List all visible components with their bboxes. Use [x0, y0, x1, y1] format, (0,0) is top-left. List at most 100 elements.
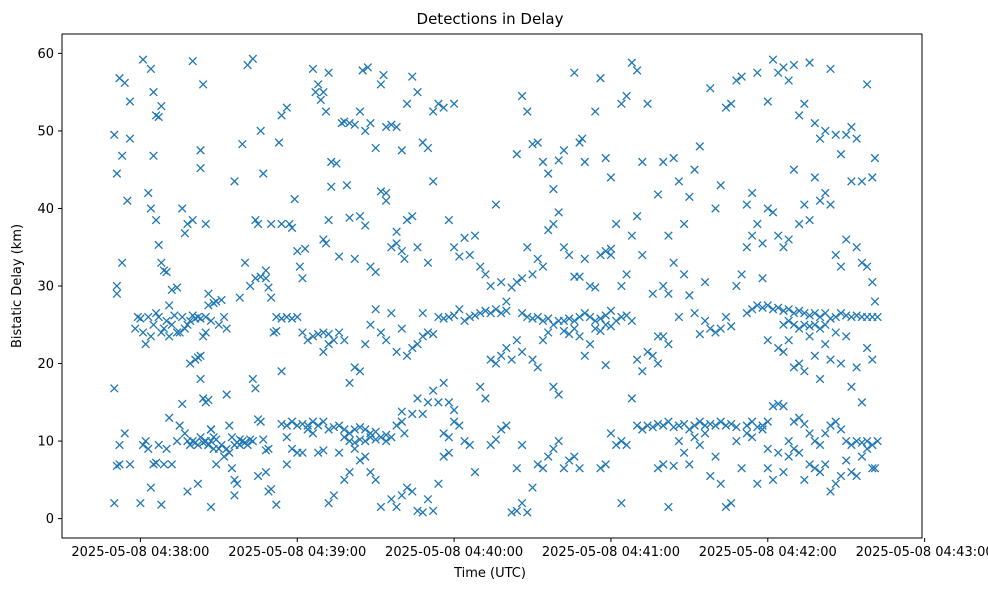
- data-point: [862, 436, 872, 446]
- data-point: [154, 440, 163, 450]
- data-point: [533, 138, 543, 147]
- data-point: [523, 242, 532, 252]
- data-point: [596, 73, 605, 83]
- data-point: [695, 329, 705, 339]
- data-point: [653, 190, 663, 199]
- data-point: [201, 328, 211, 337]
- y-tick-label: 0: [46, 512, 54, 527]
- data-point: [721, 421, 731, 430]
- data-point: [726, 322, 736, 331]
- data-point: [627, 394, 637, 403]
- data-point: [117, 151, 127, 160]
- data-point: [371, 305, 380, 314]
- data-point: [180, 324, 190, 333]
- data-point: [162, 444, 171, 454]
- data-point: [211, 297, 221, 306]
- data-point: [345, 467, 354, 477]
- x-tick-label: 2025-05-08 04:38:00: [71, 545, 209, 560]
- data-point: [836, 149, 846, 159]
- data-point: [470, 311, 480, 320]
- data-point: [201, 312, 211, 322]
- y-tick-label: 40: [37, 202, 54, 217]
- data-point: [533, 363, 543, 372]
- data-point: [732, 76, 741, 85]
- data-point: [763, 444, 773, 454]
- data-point: [773, 231, 783, 240]
- data-point: [758, 425, 767, 434]
- data-point: [345, 118, 354, 128]
- data-point: [287, 223, 297, 233]
- data-point: [543, 328, 553, 337]
- data-point: [721, 103, 731, 112]
- data-point: [188, 215, 197, 225]
- data-point: [308, 332, 318, 341]
- data-point: [120, 429, 129, 438]
- data-point: [196, 163, 205, 173]
- data-point: [243, 60, 252, 70]
- data-point: [259, 435, 268, 444]
- data-point: [533, 460, 543, 469]
- data-point: [800, 475, 809, 485]
- data-point: [345, 429, 354, 438]
- data-point: [439, 314, 448, 323]
- data-point: [543, 225, 553, 235]
- data-point: [397, 146, 407, 155]
- data-point: [601, 360, 610, 370]
- data-point: [154, 240, 163, 250]
- data-point: [151, 458, 161, 468]
- data-point: [543, 452, 553, 461]
- data-point: [737, 72, 746, 81]
- data-point: [230, 177, 239, 186]
- data-point: [800, 419, 809, 429]
- data-point: [222, 324, 231, 333]
- data-point: [397, 491, 407, 500]
- data-point: [334, 421, 344, 430]
- data-point: [167, 460, 177, 469]
- data-point: [810, 308, 820, 318]
- data-point: [232, 479, 242, 488]
- data-point: [180, 429, 190, 438]
- data-point: [326, 157, 336, 167]
- data-point: [277, 219, 286, 229]
- data-point: [653, 332, 663, 341]
- data-point: [742, 308, 752, 318]
- data-point: [381, 436, 391, 446]
- data-point: [235, 440, 245, 450]
- data-point: [784, 76, 793, 85]
- data-point: [580, 308, 590, 318]
- data-point: [434, 398, 443, 407]
- data-point: [826, 487, 835, 496]
- data-point: [196, 432, 205, 442]
- data-point: [248, 54, 258, 64]
- data-point: [316, 95, 326, 105]
- data-point: [460, 233, 469, 243]
- data-point: [292, 421, 302, 430]
- data-point: [669, 461, 678, 471]
- data-point: [747, 188, 757, 198]
- y-tick-label: 60: [37, 47, 54, 62]
- data-point: [606, 250, 616, 260]
- data-point: [517, 91, 527, 101]
- data-point: [622, 91, 631, 101]
- data-point: [277, 314, 286, 323]
- data-point: [465, 440, 475, 450]
- data-point: [538, 262, 548, 271]
- data-point: [800, 308, 809, 318]
- data-point: [570, 452, 579, 461]
- data-point: [423, 328, 433, 337]
- data-point: [177, 204, 187, 213]
- data-point: [496, 351, 506, 361]
- data-point: [810, 463, 820, 473]
- data-point: [768, 55, 778, 64]
- data-point: [596, 326, 605, 336]
- data-point: [345, 213, 354, 223]
- data-point: [868, 277, 877, 287]
- data-point: [264, 444, 273, 454]
- data-point: [112, 169, 122, 178]
- data-point: [763, 301, 773, 310]
- data-point: [277, 419, 286, 429]
- data-point: [747, 305, 757, 314]
- data-point: [470, 467, 480, 477]
- data-point: [590, 316, 600, 326]
